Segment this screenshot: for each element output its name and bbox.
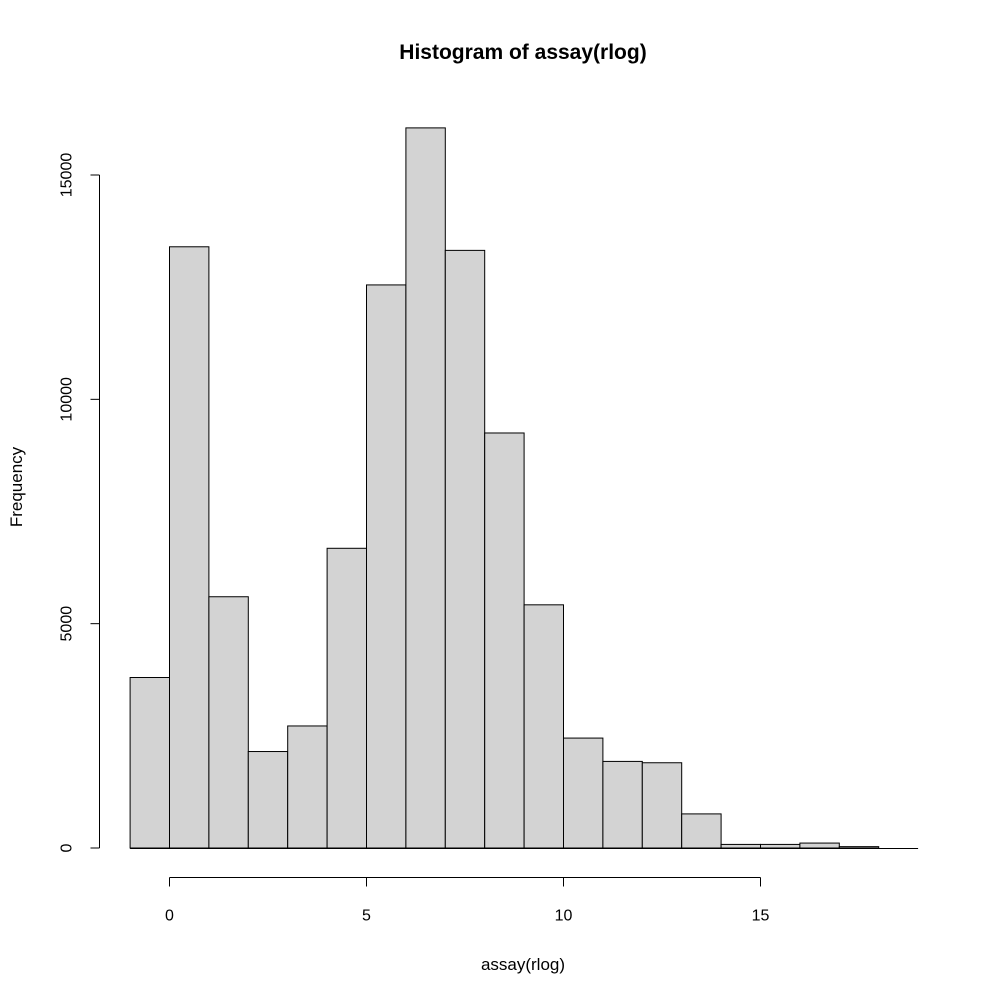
histogram-bar bbox=[326, 547, 368, 849]
x-tick-label: 15 bbox=[752, 908, 770, 925]
histogram-bar bbox=[484, 432, 525, 849]
x-tick-label: 5 bbox=[362, 908, 371, 925]
histogram-bar bbox=[602, 760, 643, 849]
histogram-bar bbox=[563, 737, 604, 849]
histogram-bar bbox=[760, 843, 801, 849]
histogram-bar bbox=[641, 762, 683, 849]
histogram-bar bbox=[720, 843, 761, 849]
x-axis: 0 5 10 15 bbox=[165, 877, 770, 925]
bars-group bbox=[129, 127, 919, 849]
x-tick-label: 10 bbox=[555, 908, 573, 925]
y-tick-label: 10000 bbox=[59, 377, 76, 422]
histogram-bar bbox=[444, 249, 486, 849]
histogram-bar bbox=[287, 725, 328, 849]
y-axis: 0 5000 10000 15000 bbox=[59, 153, 100, 852]
y-tick-label: 15000 bbox=[59, 153, 76, 198]
y-tick-label: 5000 bbox=[59, 606, 76, 642]
chart-title: Histogram of assay(rlog) bbox=[399, 41, 646, 64]
y-axis-label: Frequency bbox=[7, 446, 26, 527]
histogram-bar bbox=[523, 604, 564, 849]
histogram-bar bbox=[169, 246, 210, 849]
x-tick-label: 0 bbox=[165, 908, 174, 925]
histogram-bar bbox=[799, 842, 840, 849]
histogram-bar bbox=[208, 596, 249, 849]
histogram-bar bbox=[247, 751, 289, 849]
y-tick-label: 0 bbox=[59, 843, 76, 852]
histogram-bar bbox=[366, 284, 407, 849]
x-axis-label: assay(rlog) bbox=[481, 955, 565, 974]
histogram-bar bbox=[129, 677, 171, 849]
histogram-bar bbox=[838, 846, 880, 849]
histogram-bar bbox=[405, 127, 446, 849]
histogram-bar bbox=[681, 813, 722, 849]
